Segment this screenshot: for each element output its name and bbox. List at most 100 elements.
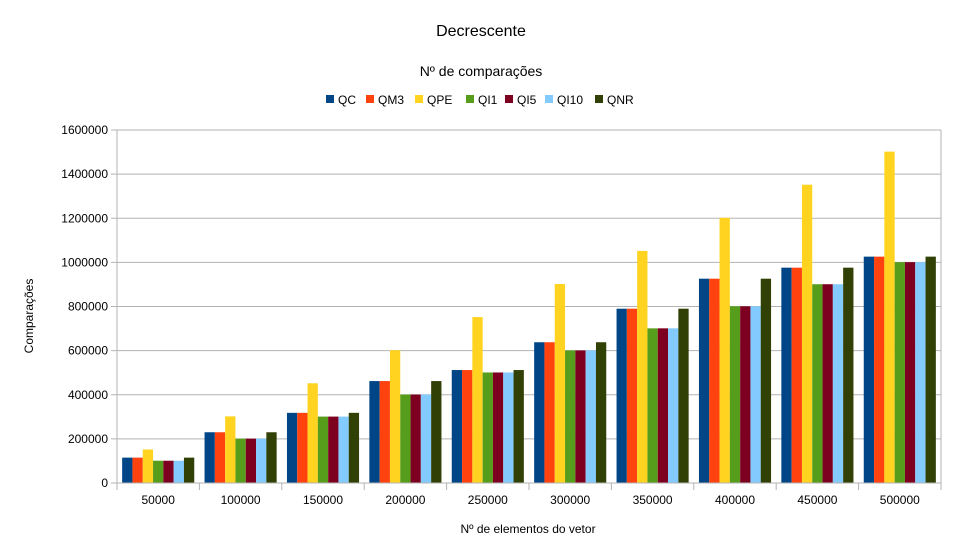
bar-qnr-450000 [843, 267, 854, 483]
y-tick-label: 200000 [68, 432, 108, 446]
bar-qpe-100000 [225, 416, 236, 483]
bar-qi10-200000 [420, 394, 432, 483]
bar-qc-400000 [698, 278, 710, 483]
bar-qi5-400000 [740, 306, 751, 483]
x-axis: 50000 100000 150000 200000 250000 300000 35000… [116, 482, 942, 507]
bar-qpe-250000 [472, 317, 483, 483]
bar-qm3-100000 [214, 432, 226, 483]
bar-qi5-350000 [657, 328, 669, 483]
bar-qm3-400000 [709, 278, 720, 483]
bar-qm3-300000 [544, 342, 555, 483]
legend-label-qc: QC [338, 93, 356, 107]
bar-qm3-50000 [132, 457, 143, 483]
bar-qc-300000 [534, 342, 545, 483]
bar-qi10-100000 [256, 438, 267, 483]
y-axis-label: Comparações [22, 279, 36, 354]
bar-qc-500000 [863, 256, 875, 483]
x-axis-label: Nº de elementos do vetor [460, 522, 595, 536]
bar-qpe-150000 [307, 383, 318, 483]
y-tick-label: 1600000 [61, 123, 108, 137]
legend-label-qi1: QI1 [478, 93, 498, 107]
bar-qm3-150000 [297, 412, 308, 483]
bar-qi1-300000 [565, 350, 576, 483]
bar-qc-250000 [451, 370, 463, 483]
bar-qnr-350000 [678, 308, 689, 483]
bar-qi5-200000 [410, 394, 421, 483]
bar-qi5-50000 [163, 460, 174, 483]
bar-qi10-300000 [585, 350, 596, 483]
bars [122, 151, 936, 483]
x-tick-label: 350000 [633, 493, 673, 507]
y-tick-labels: 0 200000 400000 600000 800000 1000000 1200000 1… [61, 123, 108, 490]
y-tick-label: 0 [101, 476, 108, 490]
bar-qi1-200000 [400, 394, 411, 483]
bar-qnr-50000 [183, 457, 195, 483]
bar-qi5-500000 [904, 262, 916, 483]
bar-qpe-450000 [801, 184, 813, 483]
legend-label-qi5: QI5 [517, 93, 537, 107]
bar-qc-450000 [781, 267, 792, 483]
bar-qi1-100000 [235, 438, 246, 483]
bar-qi10-450000 [832, 284, 844, 483]
legend-label-qm3: QM3 [378, 93, 404, 107]
legend-swatch-qi10 [545, 95, 553, 103]
bar-qpe-300000 [554, 283, 566, 483]
bar-qi1-350000 [647, 328, 658, 483]
y-tick-label: 1000000 [61, 255, 108, 269]
x-tick-label: 500000 [880, 493, 920, 507]
bar-qnr-400000 [760, 278, 772, 483]
bar-qi5-100000 [245, 438, 257, 483]
bar-qi1-250000 [482, 372, 493, 483]
bar-qi5-300000 [575, 350, 586, 483]
bar-qm3-200000 [379, 381, 390, 483]
x-tick-label: 450000 [797, 493, 837, 507]
bar-qm3-250000 [462, 370, 473, 483]
legend: QC QM3 QPE QI1 QI5 QI10 QNR [326, 93, 634, 107]
bar-qm3-450000 [791, 267, 802, 483]
bar-qc-200000 [369, 381, 380, 483]
bar-qc-350000 [616, 308, 627, 483]
bar-qi1-450000 [812, 284, 823, 483]
bar-qpe-500000 [884, 151, 895, 483]
legend-label-qi10: QI10 [557, 93, 583, 107]
bar-qi5-250000 [492, 372, 504, 483]
bar-qi10-500000 [915, 262, 926, 483]
x-tick-label: 100000 [221, 493, 261, 507]
bar-qi1-150000 [317, 416, 329, 483]
bar-qnr-100000 [266, 432, 277, 483]
bar-qi5-150000 [328, 416, 339, 483]
x-tick-label: 400000 [715, 493, 755, 507]
bar-qi1-50000 [153, 460, 164, 483]
bar-qnr-200000 [431, 381, 442, 483]
bar-qc-50000 [122, 457, 133, 483]
bar-qm3-350000 [626, 308, 638, 483]
x-tick-label: 50000 [142, 493, 176, 507]
y-tick-label: 1200000 [61, 211, 108, 225]
bar-qi10-250000 [503, 372, 514, 483]
bar-qi5-450000 [822, 284, 833, 483]
y-tick-label: 400000 [68, 388, 108, 402]
x-tick-label: 300000 [550, 493, 590, 507]
chart-subtitle: Nº de comparações [420, 63, 543, 79]
legend-label-qnr: QNR [607, 93, 634, 107]
bar-qi1-500000 [894, 262, 905, 483]
bar-qpe-200000 [389, 350, 401, 483]
bar-qc-150000 [286, 412, 298, 483]
legend-swatch-qi5 [505, 95, 513, 103]
bar-qi1-400000 [729, 306, 741, 483]
legend-label-qpe: QPE [427, 93, 452, 107]
y-tick-label: 1400000 [61, 167, 108, 181]
bar-qc-100000 [204, 432, 215, 483]
bar-qi10-400000 [750, 306, 761, 483]
x-tick-label: 200000 [385, 493, 425, 507]
legend-swatch-qpe [415, 95, 423, 103]
legend-swatch-qc [326, 95, 334, 103]
legend-swatch-qnr [595, 95, 603, 103]
legend-swatch-qm3 [366, 95, 374, 103]
bar-qi10-50000 [173, 460, 184, 483]
bar-qi10-150000 [338, 416, 349, 483]
bar-qnr-150000 [348, 412, 360, 483]
x-tick-label: 150000 [303, 493, 343, 507]
chart-title: Decrescente [436, 23, 526, 40]
